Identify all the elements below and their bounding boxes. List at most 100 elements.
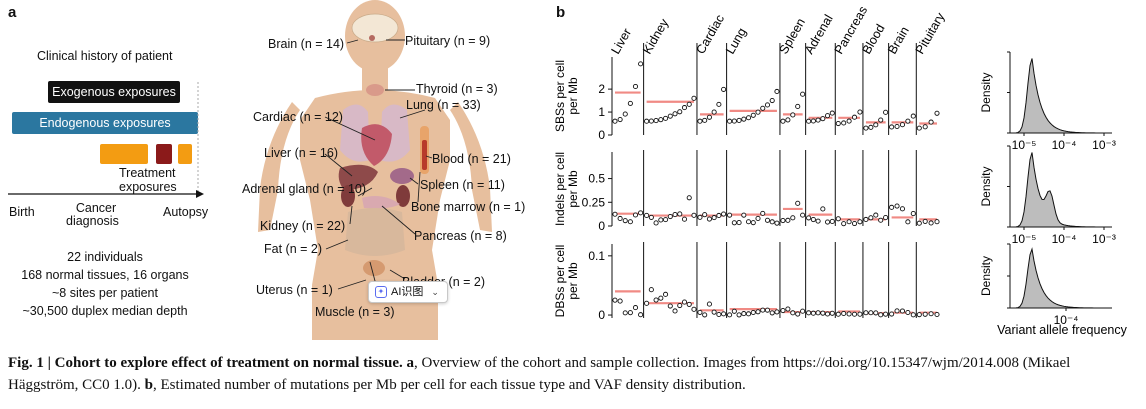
data-point — [681, 299, 688, 305]
blood-organ — [422, 140, 427, 170]
data-point — [648, 287, 654, 293]
data-point — [863, 216, 869, 223]
data-point — [835, 120, 841, 127]
data-point — [795, 311, 801, 317]
data-point — [663, 291, 669, 297]
kidney-left-organ — [341, 185, 355, 207]
data-point — [617, 298, 623, 304]
caption-b-text: , Estimated number of mutations per Mb p… — [153, 377, 746, 393]
tissue-label-blood: Blood — [859, 22, 887, 57]
timeline-cancer-1: Cancer — [75, 201, 117, 215]
data-point — [815, 218, 821, 224]
data-point — [638, 312, 644, 318]
data-point — [721, 311, 727, 317]
data-point — [815, 117, 821, 123]
ai-image-recognition-button[interactable]: ✦ AI识图 ⌄ — [368, 281, 448, 303]
data-point — [697, 309, 703, 315]
data-point — [627, 219, 633, 225]
y-axis-label-2: per Mb — [566, 262, 580, 300]
data-point — [653, 220, 659, 226]
data-point — [667, 213, 673, 220]
treatment-label-2: exposures — [119, 180, 177, 194]
data-point — [928, 220, 934, 226]
data-point — [677, 109, 683, 115]
data-point — [863, 310, 869, 316]
y-axis-label-0: SBSs per cell — [553, 60, 567, 132]
spleen-organ — [390, 168, 414, 184]
data-point — [928, 311, 934, 317]
data-point — [691, 306, 697, 312]
clinical-history-title: Clinical history of patient — [37, 49, 173, 63]
timeline-autopsy: Autopsy — [163, 205, 209, 219]
tissue-label-liver: Liver — [608, 26, 634, 56]
data-point — [922, 311, 928, 317]
data-point — [800, 91, 806, 97]
ytick-label: 0.5 — [588, 172, 605, 186]
thyroid-organ — [366, 84, 384, 96]
pancreas-organ — [362, 196, 400, 209]
data-point — [721, 86, 727, 92]
caption-title: Cohort to explore effect of treatment on… — [54, 355, 407, 371]
data-point — [672, 111, 678, 117]
data-point — [755, 309, 761, 315]
density-xtick-label: 10⁻⁵ — [1012, 232, 1037, 246]
label-blood: Blood (n = 21) — [432, 152, 511, 166]
data-point — [824, 311, 831, 317]
data-point — [769, 310, 775, 316]
data-point — [677, 302, 683, 309]
label-spleen: Spleen (n = 11) — [420, 178, 505, 192]
summary-line-4: ~30,500 duplex median depth — [22, 304, 188, 318]
data-point — [846, 311, 852, 317]
data-point — [622, 111, 628, 117]
density-xtick-label: 10⁻⁴ — [1052, 138, 1077, 152]
kidney-right-organ — [396, 185, 410, 207]
data-point — [677, 211, 683, 217]
data-point — [745, 311, 752, 317]
data-point — [934, 110, 940, 116]
label-kidney: Kidney (n = 22) — [260, 219, 346, 233]
data-point — [899, 122, 906, 128]
label-adrenal: Adrenal gland (n = 10) — [242, 182, 367, 196]
data-point — [810, 310, 816, 316]
intestine-organ — [345, 208, 405, 256]
data-point — [764, 217, 771, 223]
label-lung: Lung (n = 33) — [406, 98, 481, 112]
data-point — [846, 219, 852, 225]
panel-b-letter: b — [556, 4, 566, 21]
data-point — [851, 311, 858, 317]
y-axis-label-1: Indels per cell — [553, 152, 567, 226]
summary-line-1: 22 individuals — [67, 250, 143, 264]
data-point — [790, 112, 796, 118]
data-point — [899, 206, 906, 212]
density-label-1: Density — [979, 166, 993, 206]
bladder-organ — [363, 260, 385, 276]
data-point — [800, 308, 806, 314]
data-point — [790, 310, 796, 316]
data-point — [868, 215, 874, 221]
timeline-birth: Birth — [9, 205, 35, 219]
data-point — [868, 310, 874, 316]
data-point — [899, 308, 906, 314]
data-point — [795, 103, 801, 109]
ytick-label: 0 — [598, 219, 605, 233]
data-point — [686, 101, 692, 107]
data-point — [894, 123, 900, 130]
data-point — [922, 124, 928, 130]
data-point — [644, 118, 650, 124]
data-point — [800, 212, 806, 218]
data-point — [889, 124, 895, 130]
data-point — [612, 211, 618, 217]
density-label-2: Density — [979, 256, 993, 296]
data-point — [785, 306, 791, 312]
density-xtick-label: 10⁻⁴ — [1052, 232, 1077, 246]
data-point — [702, 117, 708, 123]
data-point — [873, 212, 879, 218]
data-point — [769, 97, 775, 104]
data-point — [934, 311, 940, 318]
data-point — [806, 310, 812, 316]
data-point — [795, 200, 801, 206]
treatment-bar-2 — [156, 144, 172, 164]
data-point — [711, 215, 717, 221]
endogenous-exposures-bar: Endogenous exposures — [12, 112, 198, 134]
label-bone-marrow: Bone marrow (n = 1) — [411, 200, 526, 214]
